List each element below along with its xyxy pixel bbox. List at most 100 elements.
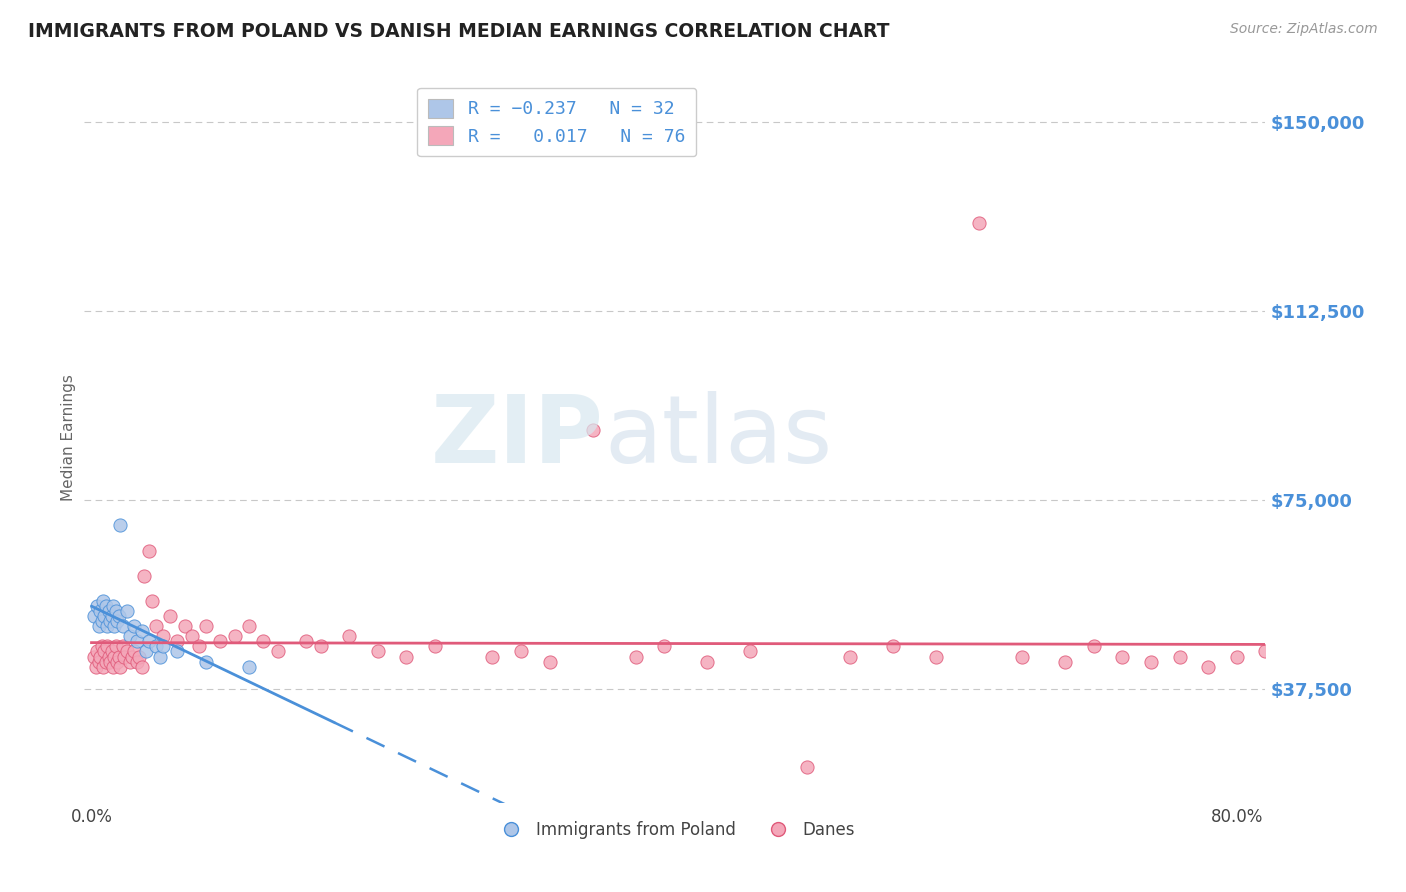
Point: [1197, 659, 1219, 673]
Point: [149, 649, 172, 664]
Point: [124, 644, 146, 658]
Point: [128, 649, 150, 664]
Point: [696, 655, 718, 669]
Point: [152, 640, 174, 654]
Point: [103, 619, 125, 633]
Point: [1111, 649, 1133, 664]
Point: [1368, 649, 1391, 664]
Point: [141, 594, 163, 608]
Point: [101, 599, 124, 613]
Point: [83, 609, 105, 624]
Text: atlas: atlas: [605, 391, 832, 483]
Point: [138, 634, 160, 648]
Point: [107, 609, 129, 624]
Point: [195, 619, 218, 633]
Point: [1226, 649, 1249, 664]
Point: [624, 649, 647, 664]
Point: [295, 634, 318, 648]
Point: [1083, 640, 1105, 654]
Point: [796, 760, 818, 774]
Point: [101, 659, 124, 673]
Point: [1340, 730, 1362, 744]
Point: [103, 649, 125, 664]
Point: [195, 655, 218, 669]
Point: [1282, 655, 1305, 669]
Point: [152, 629, 174, 643]
Point: [90, 640, 112, 654]
Point: [120, 629, 142, 643]
Point: [1011, 649, 1033, 664]
Point: [87, 655, 110, 669]
Point: [652, 640, 675, 654]
Point: [187, 640, 209, 654]
Text: Source: ZipAtlas.com: Source: ZipAtlas.com: [1230, 22, 1378, 37]
Point: [1312, 685, 1334, 699]
Point: [89, 604, 111, 618]
Point: [510, 644, 533, 658]
Point: [180, 629, 202, 643]
Point: [882, 640, 904, 654]
Point: [93, 644, 115, 658]
Point: [104, 604, 127, 618]
Point: [105, 614, 128, 628]
Point: [86, 599, 108, 613]
Point: [1168, 649, 1191, 664]
Point: [90, 614, 112, 628]
Point: [145, 640, 167, 654]
Point: [166, 634, 188, 648]
Point: [337, 629, 360, 643]
Point: [134, 569, 156, 583]
Point: [83, 649, 105, 664]
Point: [114, 649, 136, 664]
Point: [266, 644, 288, 658]
Point: [111, 640, 134, 654]
Point: [173, 619, 195, 633]
Point: [252, 634, 274, 648]
Point: [91, 659, 114, 673]
Point: [104, 640, 127, 654]
Point: [166, 644, 188, 658]
Point: [395, 649, 418, 664]
Point: [93, 609, 115, 624]
Point: [97, 649, 120, 664]
Point: [96, 640, 118, 654]
Point: [538, 655, 561, 669]
Y-axis label: Median Earnings: Median Earnings: [60, 374, 76, 500]
Point: [108, 518, 131, 533]
Point: [967, 216, 990, 230]
Point: [105, 655, 128, 669]
Point: [100, 644, 122, 658]
Point: [98, 614, 121, 628]
Point: [238, 619, 260, 633]
Point: [100, 609, 122, 624]
Point: [87, 619, 110, 633]
Point: [94, 655, 117, 669]
Point: [145, 619, 167, 633]
Point: [238, 659, 260, 673]
Point: [96, 619, 118, 633]
Point: [86, 644, 108, 658]
Point: [127, 655, 149, 669]
Point: [159, 609, 181, 624]
Point: [367, 644, 389, 658]
Point: [423, 640, 446, 654]
Point: [209, 634, 232, 648]
Point: [1140, 655, 1163, 669]
Point: [97, 604, 120, 618]
Point: [481, 649, 503, 664]
Point: [108, 659, 131, 673]
Point: [107, 649, 129, 664]
Legend: Immigrants from Poland, Danes: Immigrants from Poland, Danes: [488, 814, 862, 846]
Point: [224, 629, 246, 643]
Point: [120, 655, 142, 669]
Point: [581, 423, 603, 437]
Point: [738, 644, 761, 658]
Point: [121, 649, 143, 664]
Point: [94, 599, 117, 613]
Point: [124, 619, 146, 633]
Point: [117, 644, 139, 658]
Point: [84, 659, 107, 673]
Point: [91, 594, 114, 608]
Point: [1254, 644, 1277, 658]
Point: [89, 649, 111, 664]
